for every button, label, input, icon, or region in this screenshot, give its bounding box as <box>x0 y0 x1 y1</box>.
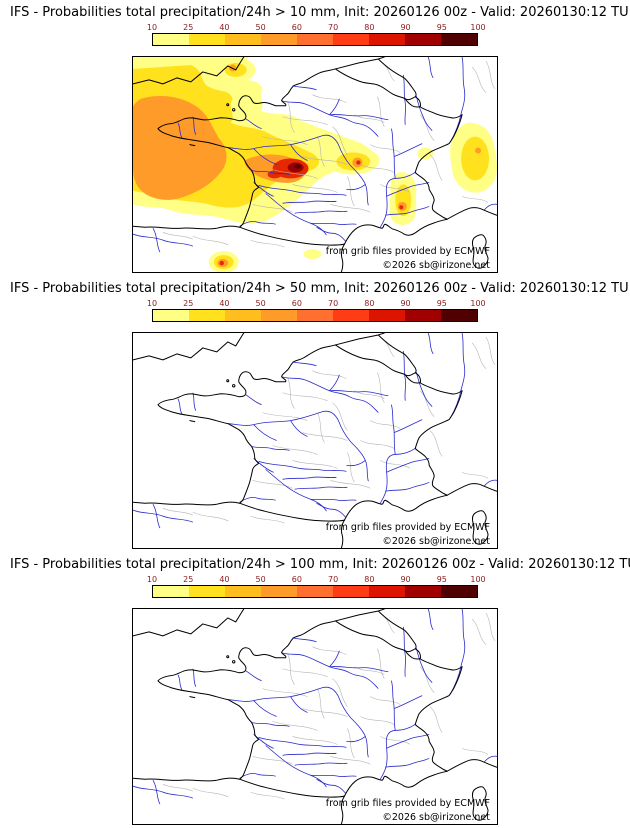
panel-10mm: IFS - Probabilities total precipitation/… <box>0 0 630 276</box>
colorbar-segment <box>261 310 297 321</box>
colorbar-tick: 80 <box>364 299 375 308</box>
colorbar: 10 25 40 50 60 70 80 90 95 100 <box>147 23 486 46</box>
colorbar-tick: 25 <box>183 23 194 32</box>
colorbar-segment <box>405 34 441 45</box>
colorbar-tick: 80 <box>364 575 375 584</box>
colorbar-tick: 80 <box>364 23 375 32</box>
colorbar: 10 25 40 50 60 70 80 90 95 100 <box>147 299 486 322</box>
colorbar-tick: 100 <box>470 299 486 308</box>
colorbar-tick: 60 <box>291 299 302 308</box>
colorbar-segment <box>441 34 477 45</box>
colorbar-tick: 95 <box>436 23 447 32</box>
panel-title: IFS - Probabilities total precipitation/… <box>10 281 629 296</box>
colorbar-tick: 70 <box>328 575 339 584</box>
colorbar-tick: 50 <box>255 23 266 32</box>
colorbar-segment <box>153 586 189 597</box>
colorbar-tick: 10 <box>146 23 158 32</box>
colorbar-scale <box>152 33 478 46</box>
map-10mm: from grib files provided by ECMWF ©2026 … <box>132 56 498 273</box>
credit-copyright: ©2026 sb@irizone.net <box>382 536 490 547</box>
colorbar-tick: 40 <box>219 575 230 584</box>
colorbar-segment <box>297 34 333 45</box>
panel-title: IFS - Probabilities total precipitation/… <box>10 5 629 20</box>
colorbar-tick: 40 <box>219 299 230 308</box>
colorbar-ticks: 10 25 40 50 60 70 80 90 95 100 <box>147 23 486 33</box>
credit-copyright: ©2026 sb@irizone.net <box>382 812 490 823</box>
colorbar-ticks: 10 25 40 50 60 70 80 90 95 100 <box>147 299 486 309</box>
colorbar-segment <box>369 310 405 321</box>
credit-copyright: ©2026 sb@irizone.net <box>382 260 490 271</box>
panel-title: IFS - Probabilities total precipitation/… <box>10 557 630 572</box>
map-canvas <box>133 57 497 272</box>
colorbar-segment <box>189 586 225 597</box>
colorbar-segment <box>261 586 297 597</box>
panel-50mm: IFS - Probabilities total precipitation/… <box>0 276 630 552</box>
map-canvas <box>133 333 497 548</box>
precip-overlay <box>133 57 497 272</box>
colorbar-segment <box>297 310 333 321</box>
colorbar-tick: 40 <box>219 23 230 32</box>
colorbar-segment <box>333 586 369 597</box>
colorbar-segment <box>225 586 261 597</box>
colorbar-segment <box>441 310 477 321</box>
colorbar-tick: 95 <box>436 575 447 584</box>
colorbar-segment <box>153 34 189 45</box>
colorbar-tick: 60 <box>291 575 302 584</box>
colorbar-segment <box>441 586 477 597</box>
colorbar-scale <box>152 309 478 322</box>
colorbar-tick: 90 <box>400 299 411 308</box>
colorbar-segment <box>225 310 261 321</box>
map-100mm: from grib files provided by ECMWF ©2026 … <box>132 608 498 825</box>
colorbar-segment <box>261 34 297 45</box>
colorbar-segment <box>153 310 189 321</box>
colorbar-tick: 50 <box>255 299 266 308</box>
colorbar-tick: 95 <box>436 299 447 308</box>
colorbar-segment <box>369 586 405 597</box>
colorbar-ticks: 10 25 40 50 60 70 80 90 95 100 <box>147 575 486 585</box>
colorbar-segment <box>405 586 441 597</box>
colorbar-segment <box>189 310 225 321</box>
colorbar-segment <box>189 34 225 45</box>
colorbar-segment <box>333 310 369 321</box>
map-canvas <box>133 609 497 824</box>
colorbar-tick: 100 <box>470 575 486 584</box>
colorbar-tick: 70 <box>328 23 339 32</box>
colorbar-segment <box>297 586 333 597</box>
colorbar-tick: 10 <box>146 575 158 584</box>
colorbar-segment <box>405 310 441 321</box>
colorbar-tick: 90 <box>400 575 411 584</box>
credit-ecmwf: from grib files provided by ECMWF <box>325 522 490 533</box>
credit-ecmwf: from grib files provided by ECMWF <box>325 798 490 809</box>
colorbar-tick: 60 <box>291 23 302 32</box>
colorbar-segment <box>225 34 261 45</box>
colorbar-scale <box>152 585 478 598</box>
panel-100mm: IFS - Probabilities total precipitation/… <box>0 552 630 828</box>
colorbar-tick: 25 <box>183 575 194 584</box>
map-50mm: from grib files provided by ECMWF ©2026 … <box>132 332 498 549</box>
colorbar: 10 25 40 50 60 70 80 90 95 100 <box>147 575 486 598</box>
credit-ecmwf: from grib files provided by ECMWF <box>325 246 490 257</box>
colorbar-tick: 50 <box>255 575 266 584</box>
colorbar-segment <box>333 34 369 45</box>
colorbar-segment <box>369 34 405 45</box>
colorbar-tick: 10 <box>146 299 158 308</box>
colorbar-tick: 25 <box>183 299 194 308</box>
colorbar-tick: 90 <box>400 23 411 32</box>
colorbar-tick: 70 <box>328 299 339 308</box>
colorbar-tick: 100 <box>470 23 486 32</box>
